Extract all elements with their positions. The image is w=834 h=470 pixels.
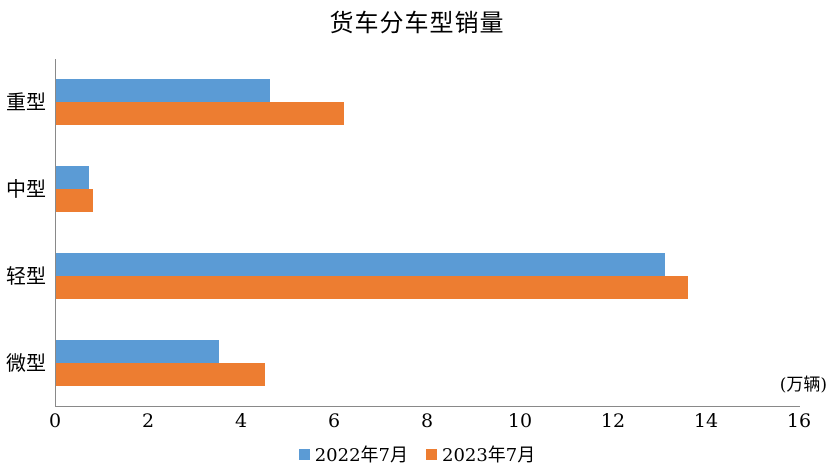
legend-item-2022: 2022年7月 — [298, 441, 408, 467]
category-axis: 重型 中型 轻型 微型 — [0, 59, 46, 406]
bar-中型-2022年7月 — [56, 166, 89, 190]
bar-中型-2023年7月 — [56, 189, 94, 213]
x-tick-label-8: 8 — [420, 410, 434, 432]
legend-label-2023: 2023年7月 — [442, 445, 536, 466]
bar-重型-2023年7月 — [56, 102, 345, 126]
bar-轻型-2023年7月 — [56, 275, 689, 299]
legend-swatch-2023-icon — [426, 448, 437, 460]
x-tick-label-0: 0 — [48, 410, 62, 432]
x-tick-label-6: 6 — [327, 410, 341, 432]
axis-unit-label: (万辆) — [779, 375, 827, 395]
bar-轻型-2022年7月 — [56, 252, 666, 276]
chart-title: 货车分车型销量 — [329, 9, 505, 37]
bar-重型-2022年7月 — [56, 79, 270, 103]
x-tick-label-10: 10 — [507, 410, 533, 432]
x-tick-label-14: 14 — [693, 410, 719, 432]
legend-swatch-2022-icon — [298, 448, 310, 460]
x-tick-label-12: 12 — [600, 410, 626, 432]
category-label-轻型: 轻型 — [6, 263, 46, 288]
legend-label-2022: 2022年7月 — [314, 445, 408, 466]
x-tick-label-2: 2 — [141, 410, 155, 432]
category-label-中型: 中型 — [6, 177, 46, 202]
category-label-重型: 重型 — [6, 90, 46, 115]
category-label-微型: 微型 — [6, 350, 46, 375]
x-tick-label-16: 16 — [786, 410, 812, 432]
bar-微型-2022年7月 — [56, 339, 219, 363]
legend: 2022年7月 2023年7月 — [0, 441, 834, 467]
plot-area — [55, 59, 800, 407]
bar-微型-2023年7月 — [56, 362, 266, 386]
x-tick-label-4: 4 — [234, 410, 248, 432]
legend-item-2023: 2023年7月 — [426, 441, 535, 467]
